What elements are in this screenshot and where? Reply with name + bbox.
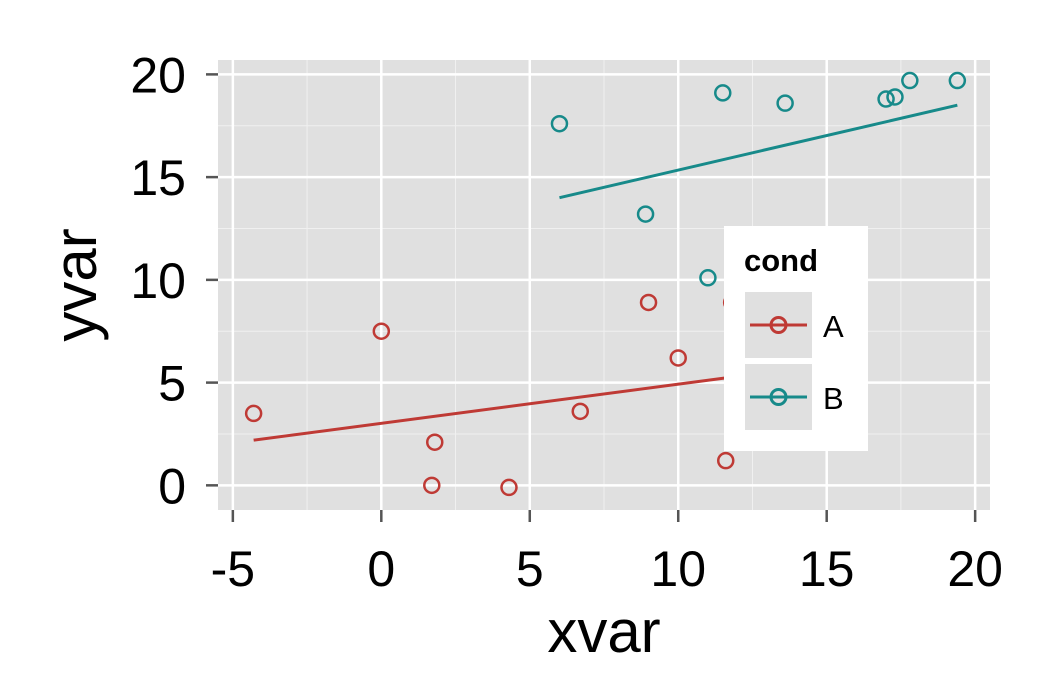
x-tick-label: 15 bbox=[799, 541, 855, 597]
legend: cond A B bbox=[724, 226, 868, 451]
point-b bbox=[877, 90, 895, 108]
point-a bbox=[571, 402, 589, 421]
y-axis-title: yvar bbox=[42, 228, 109, 341]
x-tick-label: -5 bbox=[211, 541, 255, 597]
point-b bbox=[699, 269, 717, 287]
point-b bbox=[948, 71, 967, 90]
x-tick-label: 10 bbox=[650, 541, 706, 597]
fit-lines bbox=[253, 103, 958, 442]
x-tick-label: 20 bbox=[947, 541, 1003, 597]
fit-line-b bbox=[559, 103, 958, 200]
point-a bbox=[639, 293, 658, 312]
legend-label-b: B bbox=[823, 381, 844, 416]
y-tick-label: 20 bbox=[130, 47, 186, 103]
legend-key-b-marker bbox=[769, 388, 788, 406]
y-tick-label: 15 bbox=[130, 150, 186, 206]
point-a bbox=[423, 476, 441, 495]
y-tick-label: 0 bbox=[158, 458, 186, 514]
point-b bbox=[550, 114, 569, 133]
x-tick-label: 5 bbox=[516, 541, 544, 597]
y-tick-label: 10 bbox=[130, 253, 186, 309]
point-a bbox=[716, 451, 735, 470]
axis-ticks bbox=[206, 73, 977, 522]
point-b bbox=[636, 205, 655, 223]
tick-labels: -5 0 5 10 15 20 0 5 10 15 20 bbox=[130, 47, 1003, 597]
point-b bbox=[714, 84, 732, 102]
major-gridlines bbox=[218, 60, 990, 510]
fit-line-a bbox=[253, 372, 753, 442]
point-b bbox=[776, 94, 794, 112]
point-b bbox=[901, 71, 919, 90]
point-a bbox=[500, 478, 518, 497]
data-points bbox=[244, 71, 967, 497]
legend-title: cond bbox=[744, 243, 818, 278]
point-a bbox=[372, 322, 391, 340]
legend-label-a: A bbox=[823, 309, 844, 344]
point-a bbox=[426, 433, 444, 451]
point-b bbox=[886, 88, 904, 106]
point-a bbox=[669, 349, 687, 367]
point-a bbox=[244, 404, 263, 423]
x-tick-label: 0 bbox=[367, 541, 395, 597]
x-axis-title: xvar bbox=[547, 598, 660, 665]
y-tick-label: 5 bbox=[158, 356, 186, 412]
legend-key-a-marker bbox=[769, 316, 788, 334]
